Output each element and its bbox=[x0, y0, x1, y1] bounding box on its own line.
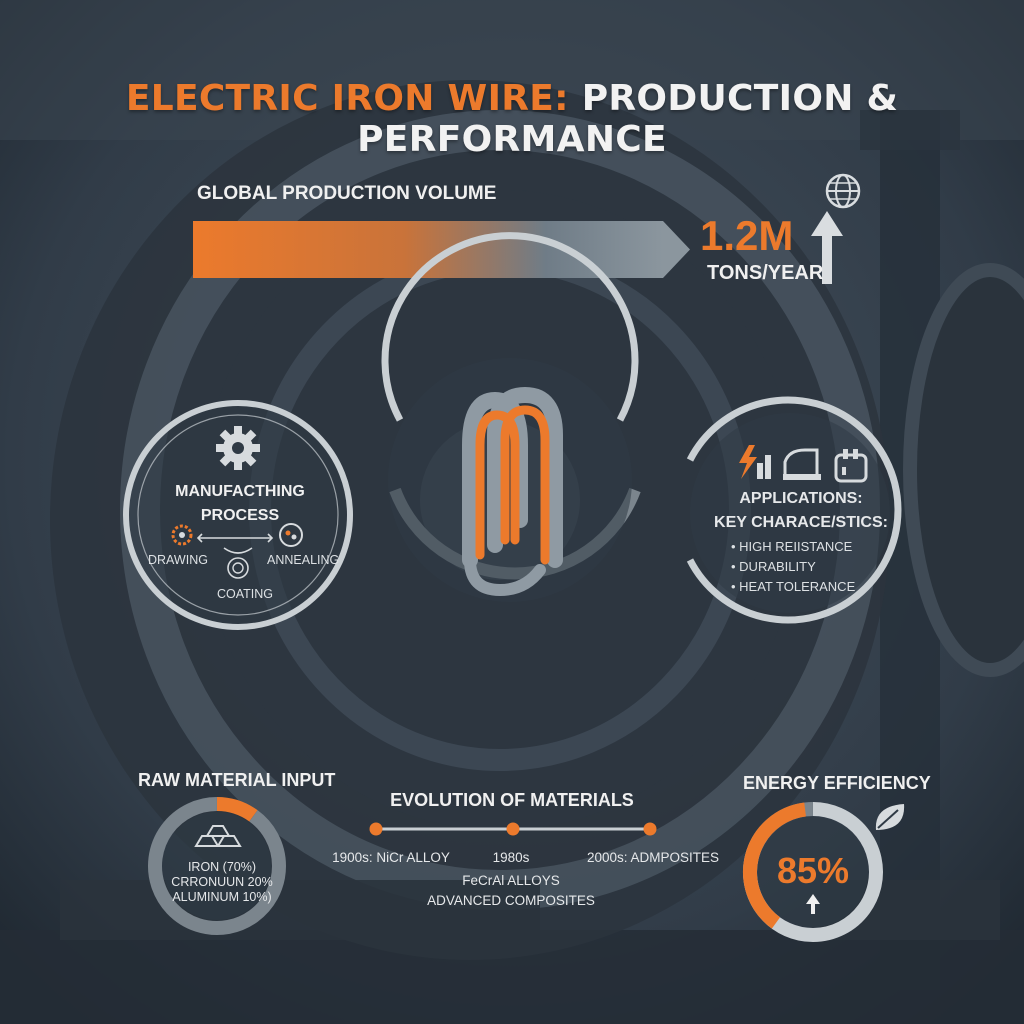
milestone-dot-1980s bbox=[506, 822, 520, 836]
title-accent: ELECTRIC IRON WIRE: bbox=[125, 78, 569, 119]
evolution-title: EVOLUTION OF MATERIALS bbox=[390, 790, 634, 810]
toaster-icon bbox=[834, 449, 868, 483]
characteristic-item: • HEAT TOLERANCE bbox=[731, 579, 856, 594]
coiled-wire-icon bbox=[462, 386, 563, 597]
characteristic-item: • DURABILITY bbox=[731, 559, 816, 574]
milestone-1980s-detail-2: ADVANCED COMPOSITES bbox=[427, 893, 595, 908]
milestone-dot-2000s bbox=[643, 822, 657, 836]
manufacturing-circle bbox=[123, 400, 353, 630]
small-arrow-up-icon bbox=[806, 894, 820, 914]
characteristics-list: • HIGH REIISTANCE • DURABILITY • HEAT TO… bbox=[731, 537, 855, 597]
characteristic-item: • HIGH REIISTANCE bbox=[731, 539, 853, 554]
raw-material-donut bbox=[148, 797, 286, 935]
raw-material-segment-rest bbox=[148, 797, 286, 935]
legend-aluminum: ALUMINUM 10%) bbox=[172, 890, 272, 904]
process-arrows bbox=[196, 533, 274, 554]
lightning-chart-icon bbox=[739, 445, 771, 479]
coating-icon bbox=[227, 557, 249, 579]
gear-icon bbox=[216, 426, 260, 470]
legend-iron: IRON (70%) bbox=[187, 860, 257, 874]
step-coating: COATING bbox=[217, 587, 274, 601]
leaf-icon bbox=[875, 804, 905, 830]
applications-title: APPLICATIONS: bbox=[739, 490, 863, 507]
arrow-up-icon bbox=[811, 211, 843, 284]
milestone-dot-1900s bbox=[369, 822, 383, 836]
evolution-timeline bbox=[369, 822, 657, 836]
globe-icon bbox=[825, 173, 861, 209]
production-unit: TONS/YEAR bbox=[707, 262, 824, 284]
drawing-gear-icon bbox=[171, 524, 193, 546]
title-main: PRODUCTION & PERFORMANCE bbox=[357, 78, 899, 160]
efficiency-donut bbox=[743, 802, 883, 942]
manufacturing-title: MANUFACTHING PROCESS bbox=[150, 480, 330, 528]
annealing-icon bbox=[279, 523, 303, 547]
efficiency-segment-accent bbox=[743, 802, 807, 929]
step-drawing: DRAWING bbox=[148, 553, 208, 567]
raw-material-legend: IRON (70%) CRRONUUN 20% ALUMINUM 10%) bbox=[152, 860, 292, 905]
iron-icon bbox=[783, 448, 821, 480]
manufacturing-title-line2: PROCESS bbox=[200, 507, 280, 524]
key-characteristics-title: KEY CHARACE/STICS: bbox=[714, 514, 888, 531]
step-annealing: ANNEALING bbox=[267, 553, 340, 567]
ingots-icon bbox=[194, 825, 242, 847]
page-title: ELECTRIC IRON WIRE: PRODUCTION & PERFORM… bbox=[0, 78, 1024, 160]
milestone-1980s-detail-1: FeCrAl ALLOYS bbox=[462, 873, 560, 888]
legend-chromium: CRRONUUN 20% bbox=[171, 875, 273, 889]
raw-material-segment-accent bbox=[216, 797, 258, 822]
efficiency-value: 85% bbox=[776, 850, 850, 891]
production-label: GLOBAL PRODUCTION VOLUME bbox=[197, 183, 497, 204]
milestone-2000s: 2000s: ADMPOSITES bbox=[586, 850, 720, 865]
center-circle bbox=[381, 232, 641, 602]
manufacturing-title-line1: MANUFACTHING bbox=[175, 483, 305, 500]
production-value: 1.2M bbox=[700, 212, 794, 259]
production-bar bbox=[193, 221, 690, 278]
raw-material-title: RAW MATERIAL INPUT bbox=[138, 770, 336, 790]
milestone-1980s: 1980s bbox=[492, 850, 530, 865]
efficiency-title: ENERGY EFFICIENCY bbox=[743, 773, 931, 793]
milestone-1900s: 1900s: NiCr ALLOY bbox=[332, 850, 450, 865]
